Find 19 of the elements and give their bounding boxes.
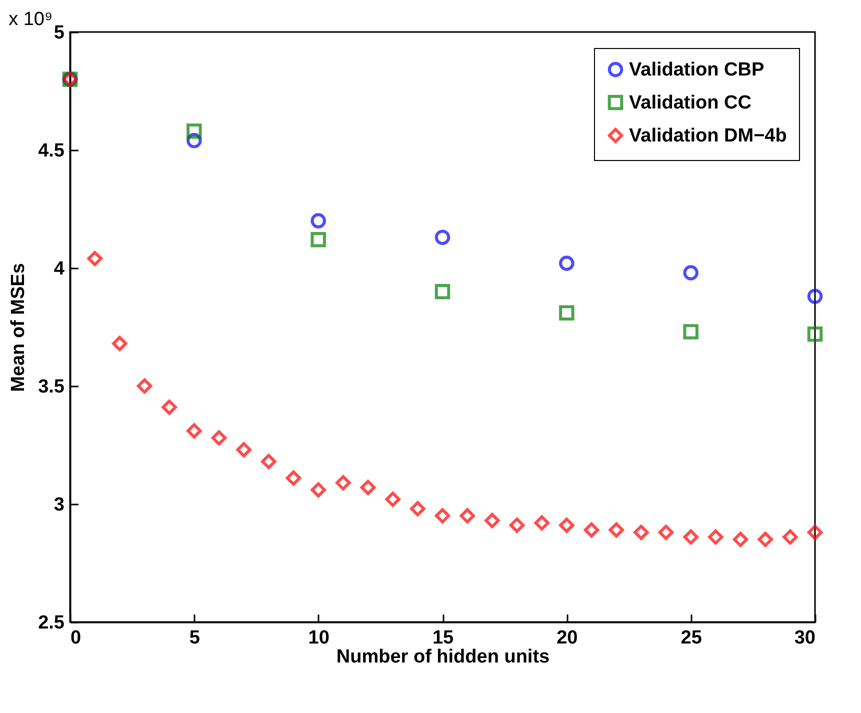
x-tick-label: 25 xyxy=(680,628,702,648)
x-tick-label: 5 xyxy=(189,628,200,648)
legend-label: Validation CBP xyxy=(629,60,764,80)
x-tick-label: 15 xyxy=(432,628,454,648)
x-axis-title: Number of hidden units xyxy=(336,646,550,668)
x-tick-label: 10 xyxy=(308,628,330,648)
y-tick-label: 2.5 xyxy=(38,612,65,634)
x-tick-label: 20 xyxy=(556,628,578,648)
x-tick-label: 30 xyxy=(794,628,816,648)
y-tick-label: 4 xyxy=(54,258,65,280)
legend-label: Validation CC xyxy=(629,92,752,114)
legend-label: Validation DM−4b xyxy=(629,126,787,146)
y-tick-label: 3.5 xyxy=(38,376,65,398)
y-tick-label: 3 xyxy=(54,494,64,516)
text: x 10⁹ xyxy=(8,9,53,30)
y-axis-title: Mean of MSEs xyxy=(8,263,30,392)
y-tick-label: 5 xyxy=(54,22,65,44)
y-tick-label: 4.5 xyxy=(38,140,65,162)
x-tick-label: 0 xyxy=(70,628,82,648)
